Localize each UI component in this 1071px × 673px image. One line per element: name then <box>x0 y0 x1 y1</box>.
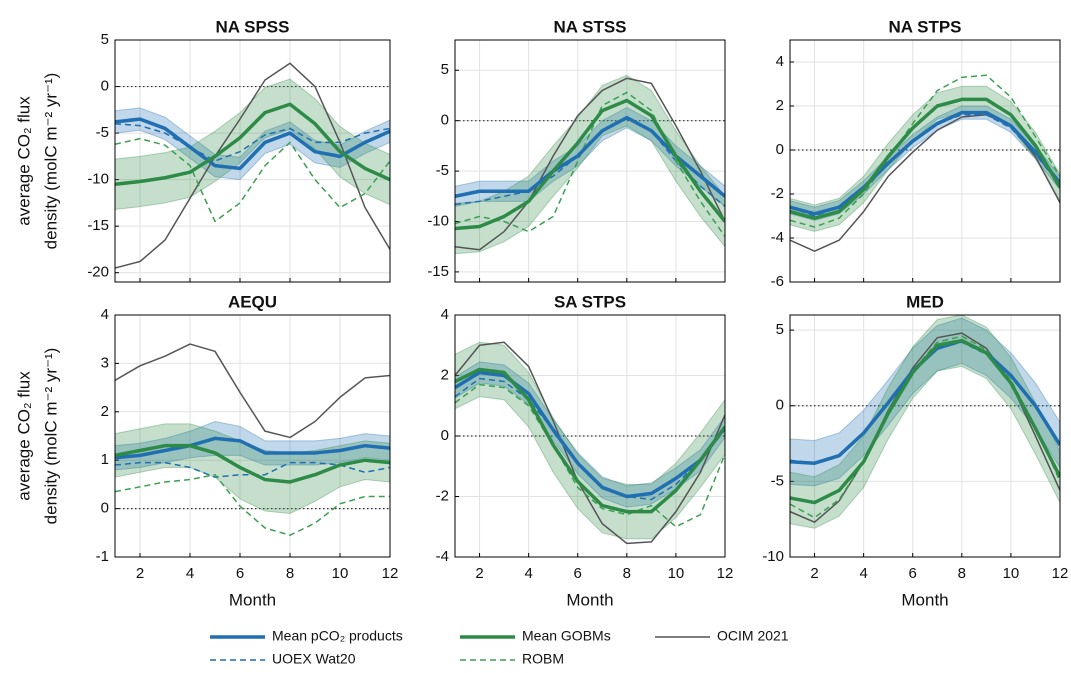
x-tick-label: 10 <box>1003 565 1020 582</box>
y-axis-label: average CO₂ flux <box>14 96 33 226</box>
x-tick-label: 2 <box>136 565 144 582</box>
y-tick-label: 0 <box>776 397 784 414</box>
plot-area <box>790 315 1060 529</box>
x-tick-label: 4 <box>524 565 532 582</box>
y-axis-label: density (molC m⁻² yr⁻¹) <box>41 348 60 525</box>
legend-label: Mean GOBMs <box>522 628 611 644</box>
uncertainty-band <box>790 315 1060 529</box>
panel-title: NA STPS <box>888 17 961 36</box>
series-line <box>790 74 1060 228</box>
x-axis-label: Month <box>566 590 613 609</box>
y-tick-label: 2 <box>776 97 784 114</box>
x-axis-label: Month <box>901 590 948 609</box>
series-line <box>455 77 725 251</box>
y-tick-label: 0 <box>101 500 109 517</box>
y-tick-label: 0 <box>441 427 449 444</box>
series-line <box>115 123 390 162</box>
y-tick-label: -1 <box>96 548 109 565</box>
axes-frame <box>454 39 726 283</box>
y-tick-label: -4 <box>771 229 784 246</box>
y-tick-label: -5 <box>771 472 784 489</box>
plot-area <box>790 74 1060 252</box>
panel-title: SA STPS <box>554 292 626 311</box>
y-tick-label: -2 <box>771 185 784 202</box>
x-tick-label: 2 <box>810 565 818 582</box>
x-tick-label: 2 <box>475 565 483 582</box>
y-tick-label: -15 <box>427 263 449 280</box>
series-line <box>115 443 390 484</box>
y-tick-label: 4 <box>776 53 784 70</box>
panel-title: NA SPSS <box>215 17 289 36</box>
series-line <box>455 98 725 231</box>
y-tick-label: -15 <box>87 217 109 234</box>
series-line <box>455 341 725 545</box>
x-tick-label: 6 <box>574 565 582 582</box>
series-line <box>115 343 390 439</box>
plot-area <box>115 62 390 269</box>
y-tick-label: 0 <box>101 78 109 95</box>
y-axis-label: density (molC m⁻² yr⁻¹) <box>41 73 60 250</box>
y-axis-label: average CO₂ flux <box>14 371 33 501</box>
y-tick-label: 4 <box>441 306 449 323</box>
panel-title: MED <box>906 292 944 311</box>
y-tick-label: -2 <box>436 487 449 504</box>
y-tick-label: -5 <box>436 162 449 179</box>
y-tick-label: 2 <box>441 366 449 383</box>
axes-frame <box>114 39 391 283</box>
y-tick-label: -4 <box>436 548 449 565</box>
y-tick-label: -10 <box>762 548 784 565</box>
legend-label: ROBM <box>522 651 564 667</box>
y-tick-label: 3 <box>101 354 109 371</box>
y-tick-label: 0 <box>776 141 784 158</box>
y-tick-label: 1 <box>101 451 109 468</box>
x-tick-label: 12 <box>1052 565 1069 582</box>
y-tick-label: 2 <box>101 403 109 420</box>
plot-area <box>455 74 725 255</box>
x-tick-label: 10 <box>332 565 349 582</box>
x-tick-label: 12 <box>717 565 734 582</box>
y-tick-label: -10 <box>427 212 449 229</box>
panel-title: AEQU <box>228 292 277 311</box>
legend-label: Mean pCO₂ products <box>272 628 403 644</box>
y-tick-label: -20 <box>87 264 109 281</box>
series-line <box>790 97 1060 220</box>
x-axis-label: Month <box>229 590 276 609</box>
series-line <box>115 102 390 187</box>
series-line <box>790 338 1060 505</box>
series-line <box>115 436 390 460</box>
y-tick-label: 5 <box>101 31 109 48</box>
x-tick-label: 8 <box>623 565 631 582</box>
axes-frame <box>789 39 1061 283</box>
legend-label: OCIM 2021 <box>717 628 789 644</box>
plot-area <box>115 343 390 536</box>
x-tick-label: 8 <box>286 565 294 582</box>
legend-label: UOEX Wat20 <box>272 651 356 667</box>
series-line <box>115 137 390 223</box>
x-tick-label: 8 <box>958 565 966 582</box>
axes-frame <box>789 314 1061 558</box>
x-tick-label: 10 <box>668 565 685 582</box>
y-tick-label: 4 <box>101 306 109 323</box>
x-tick-label: 6 <box>236 565 244 582</box>
y-tick-label: 0 <box>441 112 449 129</box>
series-line <box>455 370 725 499</box>
axes-frame <box>454 314 726 558</box>
panel-title: NA STSS <box>553 17 626 36</box>
x-tick-label: 12 <box>382 565 399 582</box>
series-line <box>115 473 390 536</box>
x-tick-label: 4 <box>859 565 867 582</box>
series-line <box>455 367 725 514</box>
y-tick-label: 5 <box>776 321 784 338</box>
plot-area <box>455 341 725 545</box>
y-tick-label: -5 <box>96 124 109 141</box>
y-tick-label: -6 <box>771 273 784 290</box>
x-tick-label: 6 <box>909 565 917 582</box>
series-line <box>455 383 725 528</box>
y-tick-label: 5 <box>441 61 449 78</box>
axes-frame <box>114 314 391 558</box>
x-tick-label: 4 <box>186 565 194 582</box>
series-line <box>790 110 1060 216</box>
y-tick-label: -10 <box>87 171 109 188</box>
